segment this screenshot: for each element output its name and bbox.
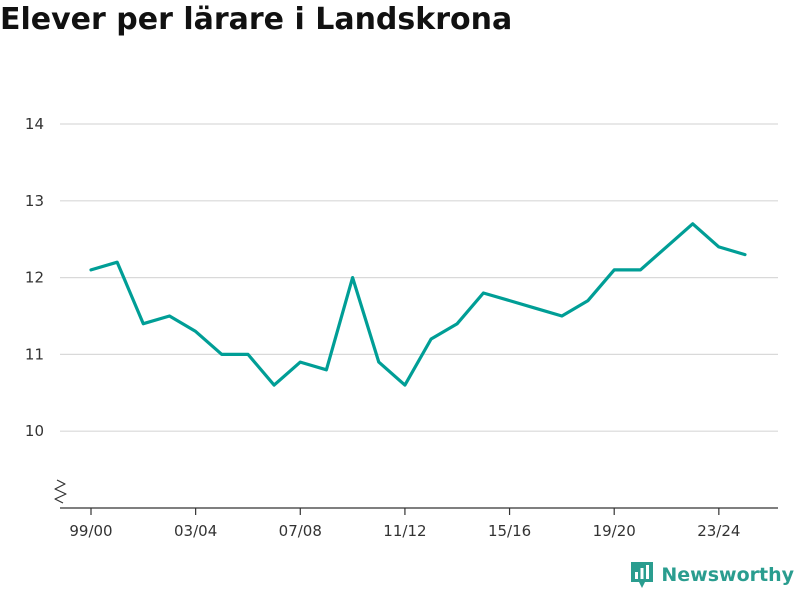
axis-layer: 10 11 12 13 14 99/00 03/04 07/08 11/12 15/16 19/20…	[25, 115, 778, 540]
series-layer	[89, 222, 747, 387]
x-tick-label: 99/00	[69, 522, 112, 540]
x-tick-label: 03/04	[174, 522, 217, 540]
brand-logo[interactable]: Newsworthy	[629, 560, 794, 590]
chart-title: Elever per lärare i Landskrona	[0, 2, 513, 37]
y-tick-label: 13	[25, 192, 44, 210]
x-tick-label: 23/24	[697, 522, 740, 540]
brand-name: Newsworthy	[661, 564, 794, 586]
x-tick-label: 15/16	[488, 522, 531, 540]
y-tick-label: 10	[25, 422, 44, 440]
x-tick-label: 11/12	[383, 522, 426, 540]
y-axis-break-icon	[54, 479, 67, 504]
grid-layer	[60, 123, 778, 432]
x-tick-label: 07/08	[279, 522, 322, 540]
x-tick-label: 19/20	[593, 522, 636, 540]
y-tick-label: 12	[25, 269, 44, 287]
y-tick-label: 14	[25, 115, 44, 133]
series-line	[89, 222, 747, 387]
newsworthy-logo-icon	[631, 562, 654, 588]
y-tick-label: 11	[25, 345, 44, 363]
